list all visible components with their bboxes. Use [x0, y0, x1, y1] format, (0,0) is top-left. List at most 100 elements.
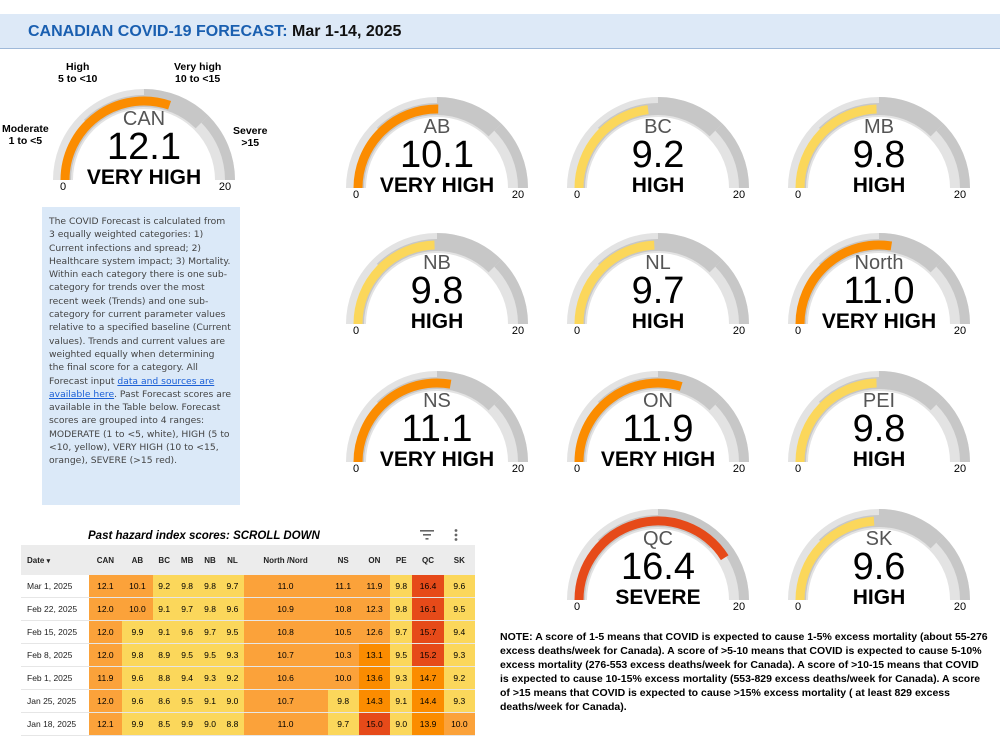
column-header[interactable]: NL	[221, 545, 244, 575]
table-cell: 10.0	[121, 597, 154, 621]
history-table-wrap[interactable]: Date ▾ CAN AB BC MB NB NL North /Nord NS ON PE QC S…	[21, 545, 475, 736]
gauge-range-band-2	[657, 233, 723, 273]
range-label-moderate-name: Moderate	[2, 123, 49, 135]
table-cell: 13.9	[412, 712, 444, 736]
column-header[interactable]: AB	[121, 545, 154, 575]
column-header[interactable]: PE	[390, 545, 413, 575]
gauge-max-label: 20	[733, 463, 745, 475]
table-cell: 9.9	[175, 712, 199, 736]
range-label-moderate-range: 1 to <5	[8, 135, 43, 147]
table-cell: 12.0	[89, 597, 122, 621]
gauge-value-label: 12.1	[107, 126, 181, 168]
table-cell: 8.8	[221, 712, 244, 736]
gauge-region-label: CAN	[123, 108, 165, 130]
table-cell: 14.3	[358, 689, 391, 713]
gauge-value-arc	[795, 516, 875, 601]
gauge-range-band-3	[715, 123, 749, 189]
gauge-value-label: 9.8	[853, 408, 906, 450]
column-header[interactable]: BC	[153, 545, 176, 575]
table-cell: 8.5	[153, 712, 176, 736]
table-cell: 9.1	[153, 620, 176, 644]
gauge-min-label: 0	[574, 601, 580, 613]
gauge-range-band-2	[436, 97, 502, 137]
gauge-min-label: 0	[353, 189, 359, 201]
column-header[interactable]: QC	[412, 545, 444, 575]
table-cell: 10.0	[443, 712, 475, 736]
column-header[interactable]: SK	[443, 545, 475, 575]
gauge-range-band-2	[878, 97, 944, 137]
filter-icon[interactable]	[420, 529, 434, 541]
table-cell: 9.3	[443, 643, 475, 667]
gauge-min-label: 0	[795, 325, 801, 337]
gauge-max-label: 20	[733, 325, 745, 337]
table-cell: 9.6	[175, 620, 199, 644]
gauge-min-label: 0	[574, 463, 580, 475]
table-cell-date: Jan 18, 2025	[21, 712, 89, 736]
table-cell: 15.2	[412, 643, 444, 667]
gauge-ab: AB 10.1 VERY HIGH 0 20	[337, 85, 537, 203]
gauge-value-label: 16.4	[621, 546, 695, 588]
table-cell: 11.0	[243, 575, 328, 598]
table-row: Jan 25, 2025 12.0 9.6 8.6 9.5 9.1 9.0 10.7 9.8 14…	[21, 689, 475, 713]
table-cell: 10.3	[327, 643, 359, 667]
column-header[interactable]: CAN	[89, 545, 122, 575]
gauge-region-label: NL	[645, 252, 671, 274]
gauge-min-label: 0	[353, 463, 359, 475]
gauge-region-label: ON	[643, 390, 673, 412]
table-cell: 9.1	[198, 689, 222, 713]
table-cell: 12.0	[89, 620, 122, 644]
table-cell: 16.1	[412, 597, 444, 621]
column-header[interactable]: NS	[327, 545, 359, 575]
table-cell: 9.5	[175, 689, 199, 713]
data-sources-link[interactable]: data and sources are available here	[49, 375, 215, 400]
gauge-range-band-3	[201, 115, 235, 181]
gauge-region-label: QC	[643, 528, 673, 550]
column-header[interactable]: North /Nord	[243, 545, 328, 575]
gauge-range-band-3	[715, 535, 749, 601]
more-vert-icon[interactable]	[454, 528, 458, 541]
gauge-value-label: 10.1	[400, 134, 474, 176]
table-cell: 9.2	[443, 666, 475, 690]
history-table: Date ▾ CAN AB BC MB NB NL North /Nord NS ON PE QC S…	[21, 545, 475, 736]
column-header[interactable]: NB	[198, 545, 222, 575]
gauge-category-label: VERY HIGH	[380, 174, 494, 197]
gauge-category-label: VERY HIGH	[87, 166, 201, 189]
table-cell: 9.7	[390, 620, 413, 644]
table-cell: 9.9	[121, 620, 154, 644]
range-label-severe: Severe >15	[233, 125, 267, 149]
table-cell: 9.8	[198, 575, 222, 598]
table-cell-date: Jan 25, 2025	[21, 689, 89, 713]
table-cell: 12.1	[89, 712, 122, 736]
table-cell: 9.5	[390, 643, 413, 667]
gauge-value-label: 9.7	[632, 270, 685, 312]
gauge-can: CAN 12.1 VERY HIGH 0 20	[44, 77, 244, 195]
date-column-header[interactable]: Date ▾	[21, 545, 89, 575]
column-header[interactable]: MB	[175, 545, 199, 575]
table-cell: 13.6	[358, 666, 391, 690]
table-cell: 9.2	[221, 666, 244, 690]
range-label-high-range: 5 to <10	[58, 73, 98, 85]
table-cell: 12.1	[89, 575, 122, 598]
table-cell-date: Feb 15, 2025	[21, 620, 89, 644]
table-body: Mar 1, 2025 12.1 10.1 9.2 9.8 9.8 9.7 11.0 11.1 1…	[21, 575, 475, 736]
gauge-max-label: 20	[512, 463, 524, 475]
range-label-severe-range: >15	[241, 137, 260, 149]
table-cell: 10.7	[243, 689, 328, 713]
table-cell: 9.4	[175, 666, 199, 690]
gauge-category-label: SEVERE	[615, 586, 700, 609]
page-header: CANADIAN COVID-19 FORECAST: Mar 1-14, 20…	[0, 14, 1000, 49]
table-cell: 9.6	[121, 666, 154, 690]
gauge-ns: NS 11.1 VERY HIGH 0 20	[337, 359, 537, 477]
gauge-region-label: NS	[423, 390, 451, 412]
table-header-row: Date ▾ CAN AB BC MB NB NL North /Nord NS ON PE QC S…	[21, 545, 475, 575]
gauge-min-label: 0	[60, 181, 66, 193]
table-cell: 9.4	[443, 620, 475, 644]
column-header[interactable]: ON	[358, 545, 391, 575]
table-row: Feb 8, 2025 12.0 9.8 8.9 9.5 9.5 9.3 10.7 10.3 13…	[21, 643, 475, 667]
table-cell: 9.0	[390, 712, 413, 736]
